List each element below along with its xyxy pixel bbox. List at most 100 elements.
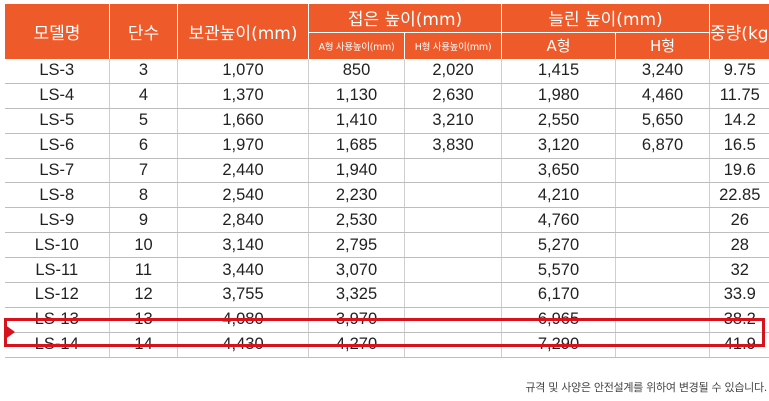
header-storage-height: 보관높이(mm) — [177, 4, 309, 59]
cell-weight: 32 — [709, 257, 769, 284]
table-row-highlighted: LS-13 13 4,080 3,970 6,965 38.2 — [4, 307, 769, 333]
table-row: LS-11 11 3,440 3,070 5,570 32 — [4, 257, 769, 284]
table-row: LS-5 5 1,660 1,410 3,210 2,550 5,650 14.… — [4, 108, 769, 134]
cell-model: LS-13 — [4, 307, 110, 333]
cell-stages: 7 — [109, 158, 178, 184]
cell-storage: 1,070 — [177, 59, 309, 84]
table-row: LS-3 3 1,070 850 2,020 1,415 3,240 9.75 — [4, 59, 769, 84]
footnote: 규격 및 사양은 안전설계를 위하여 변경될 수 있습니다. — [525, 381, 767, 394]
cell-stages: 9 — [109, 207, 178, 234]
cell-ext-a: 6,170 — [501, 282, 617, 308]
cell-ext-h — [615, 332, 711, 358]
header-extended-h: H형 — [615, 32, 711, 59]
cell-model: LS-5 — [4, 108, 110, 134]
cell-stages: 3 — [109, 59, 178, 84]
cell-stages: 14 — [109, 332, 178, 358]
cell-model: LS-11 — [4, 257, 110, 284]
cell-weight: 11.75 — [709, 83, 769, 109]
cell-fold-a: 1,130 — [308, 83, 405, 109]
cell-model: LS-12 — [4, 282, 110, 308]
cell-fold-h: 3,830 — [404, 133, 503, 159]
cell-stages: 8 — [109, 182, 178, 209]
cell-storage: 1,970 — [177, 133, 309, 159]
cell-stages: 4 — [109, 83, 178, 109]
cell-model: LS-9 — [4, 207, 110, 234]
header-folded-h: H형 사용높이(mm) — [403, 32, 503, 59]
cell-stages: 6 — [109, 133, 178, 159]
cell-fold-a: 850 — [308, 59, 405, 84]
cell-model: LS-3 — [4, 59, 110, 84]
cell-fold-a: 2,230 — [308, 182, 405, 209]
cell-ext-a: 2,550 — [501, 108, 617, 134]
cell-storage: 1,370 — [177, 83, 309, 109]
cell-ext-a: 4,760 — [501, 207, 617, 234]
header-weight: 중량(kg) — [709, 4, 769, 59]
spec-table: 모델명 단수 보관높이(mm) 접은 높이(mm) 늘린 높이(mm) 중량(k… — [4, 4, 769, 358]
cell-fold-a: 3,970 — [308, 307, 405, 333]
header-folded-a: A형 사용높이(mm) — [308, 32, 405, 59]
cell-ext-h — [615, 282, 711, 308]
cell-fold-a: 2,530 — [308, 207, 405, 234]
cell-weight: 19.6 — [709, 158, 769, 184]
table-row: LS-8 8 2,540 2,230 4,210 22.85 — [4, 182, 769, 209]
cell-ext-a: 1,980 — [501, 83, 617, 109]
table-row: LS-9 9 2,840 2,530 4,760 26 — [4, 207, 769, 234]
cell-fold-h — [404, 182, 503, 209]
cell-stages: 10 — [109, 232, 178, 259]
table-row: LS-10 10 3,140 2,795 5,270 28 — [4, 232, 769, 259]
cell-ext-h — [615, 257, 711, 284]
cell-weight: 41.9 — [709, 332, 769, 358]
cell-storage: 1,660 — [177, 108, 309, 134]
cell-model: LS-4 — [4, 83, 110, 109]
cell-fold-h — [404, 232, 503, 259]
cell-weight: 28 — [709, 232, 769, 259]
cell-weight: 26 — [709, 207, 769, 234]
cell-ext-h — [615, 207, 711, 234]
cell-fold-h — [404, 207, 503, 234]
header-model: 모델명 — [4, 4, 110, 59]
header-extended-height: 늘린 높이(mm) — [501, 4, 711, 33]
table-row: LS-7 7 2,440 1,940 3,650 19.6 — [4, 158, 769, 184]
cell-stages: 13 — [109, 307, 178, 333]
cell-storage: 2,540 — [177, 182, 309, 209]
header-folded-height: 접은 높이(mm) — [307, 4, 503, 33]
cell-ext-a: 1,415 — [501, 59, 617, 84]
cell-storage: 4,080 — [177, 307, 309, 333]
table-body: LS-3 3 1,070 850 2,020 1,415 3,240 9.75 … — [4, 59, 769, 358]
cell-ext-h: 3,240 — [615, 59, 711, 84]
cell-ext-a: 3,120 — [501, 133, 617, 159]
cell-ext-h: 6,870 — [615, 133, 711, 159]
cell-ext-a: 5,270 — [501, 232, 617, 259]
cell-ext-a: 5,570 — [501, 257, 617, 284]
header-extended-a: A형 — [501, 32, 617, 59]
cell-fold-a: 3,325 — [308, 282, 405, 308]
cell-model: LS-14 — [4, 332, 110, 358]
cell-weight: 33.9 — [709, 282, 769, 308]
cell-fold-h: 3,210 — [404, 108, 503, 134]
cell-ext-a: 3,650 — [501, 158, 617, 184]
spec-table-container: 모델명 단수 보관높이(mm) 접은 높이(mm) 늘린 높이(mm) 중량(k… — [4, 4, 769, 358]
cell-weight: 22.85 — [709, 182, 769, 209]
cell-stages: 5 — [109, 108, 178, 134]
cell-model: LS-7 — [4, 158, 110, 184]
cell-stages: 11 — [109, 257, 178, 284]
cell-ext-h — [615, 307, 711, 333]
cell-fold-h — [404, 282, 503, 308]
cell-fold-a: 2,795 — [308, 232, 405, 259]
cell-storage: 3,440 — [177, 257, 309, 284]
cell-ext-a: 6,965 — [501, 307, 617, 333]
cell-fold-a: 1,410 — [308, 108, 405, 134]
cell-model: LS-8 — [4, 182, 110, 209]
cell-ext-h — [615, 182, 711, 209]
cell-fold-a: 3,070 — [308, 257, 405, 284]
cell-ext-h — [615, 232, 711, 259]
cell-ext-a: 7,290 — [501, 332, 617, 358]
cell-weight: 14.2 — [709, 108, 769, 134]
pointer-arrow-icon — [4, 324, 15, 340]
table-row: LS-6 6 1,970 1,685 3,830 3,120 6,870 16.… — [4, 133, 769, 159]
cell-weight: 9.75 — [709, 59, 769, 84]
cell-fold-a: 4,270 — [308, 332, 405, 358]
cell-fold-h: 2,630 — [404, 83, 503, 109]
cell-fold-h — [404, 158, 503, 184]
table-row: LS-4 4 1,370 1,130 2,630 1,980 4,460 11.… — [4, 83, 769, 109]
